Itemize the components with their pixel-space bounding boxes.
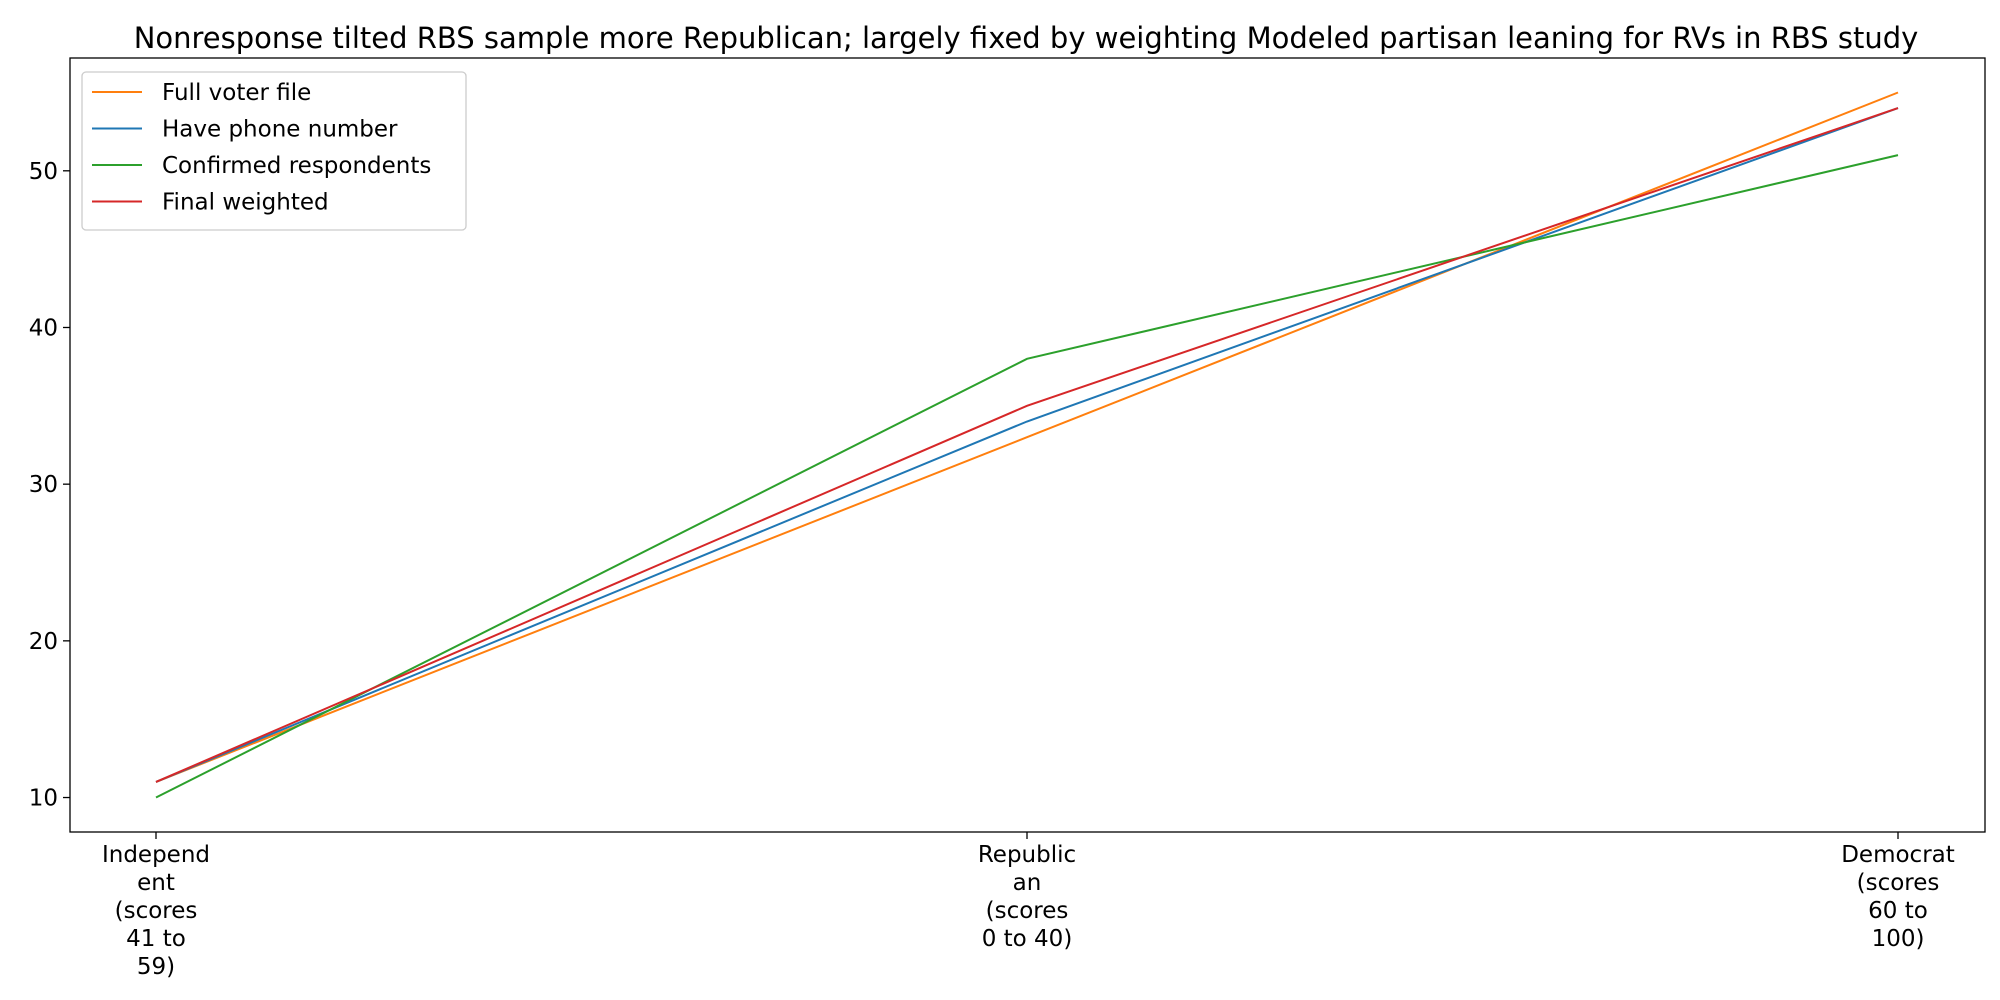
legend-label: Have phone number [162, 117, 398, 143]
x-tick-label: Independ ent (scores 41 to 59) [102, 842, 210, 980]
legend: Full voter file Have phone number Confirme… [81, 71, 467, 231]
y-tick-label: 10 [29, 786, 58, 812]
series-line-2 [155, 107, 1899, 783]
y-tick-label: 40 [29, 315, 58, 341]
legend-label: Confirmed respondents [162, 153, 431, 179]
chart-title: Nonresponse tilted RBS sample more Repub… [134, 21, 1919, 55]
x-tick-label: Republic an (scores 0 to 40) [978, 842, 1076, 952]
series-line-3 [155, 154, 1899, 799]
series-line-4 [155, 107, 1899, 783]
y-tick-label: 20 [29, 629, 58, 655]
y-tick-label: 30 [29, 472, 58, 498]
y-axis: 10 20 30 40 50 [29, 159, 70, 812]
legend-label: Full voter file [162, 80, 311, 106]
x-tick-label: Democrat (scores 60 to 100) [1841, 842, 1955, 952]
legend-box [81, 71, 467, 231]
y-tick-label: 50 [29, 159, 58, 185]
series-layer [155, 91, 1899, 799]
legend-label: Final weighted [162, 190, 329, 216]
x-axis: Independ ent (scores 41 to 59) Republic an (sco… [102, 832, 1955, 980]
